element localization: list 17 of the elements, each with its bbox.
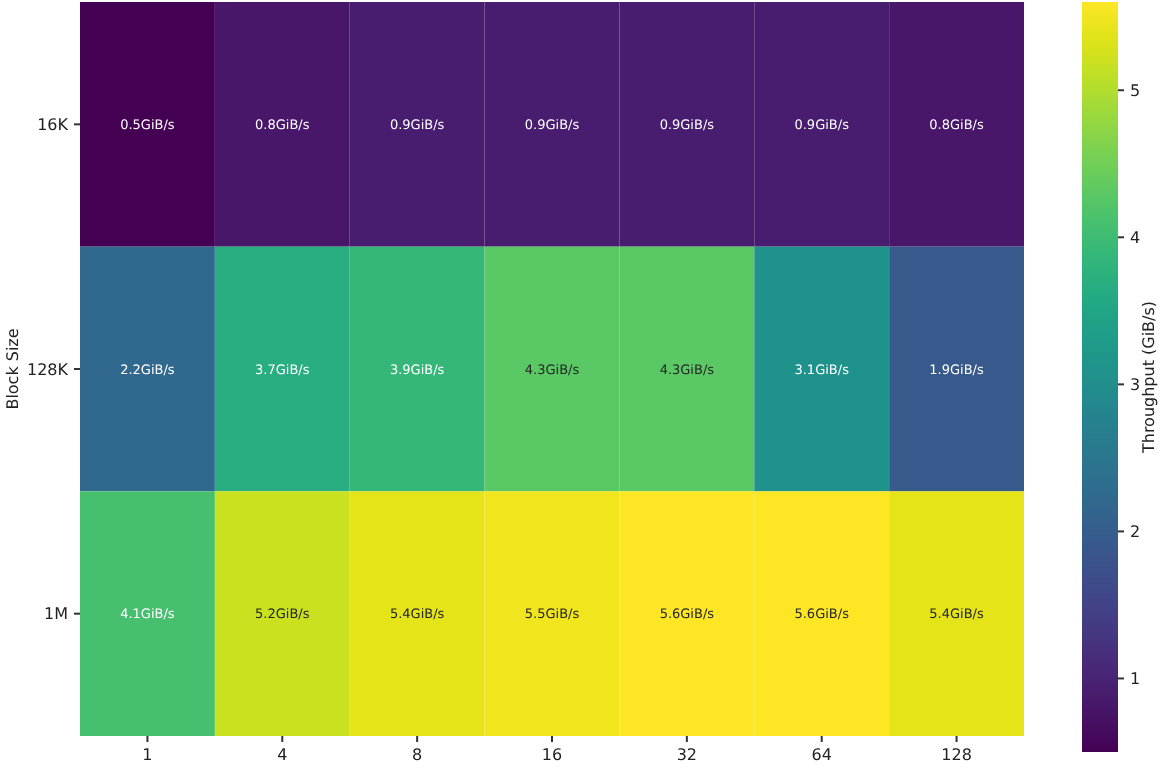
x-tick-label: 8 bbox=[412, 746, 423, 764]
color-bar-label: 4 bbox=[1130, 228, 1141, 247]
color-bar-label: 3 bbox=[1130, 375, 1141, 394]
color-bar-label: 2 bbox=[1130, 523, 1141, 542]
x-tick-label: 4 bbox=[277, 746, 288, 764]
x-tick-label: 64 bbox=[811, 746, 832, 764]
x-tick-label: 1 bbox=[142, 746, 153, 764]
color-bar-title: Throughput (GiB/s) bbox=[1140, 300, 1158, 456]
x-tick-label: 32 bbox=[676, 746, 698, 764]
y-tick-label: 128K bbox=[26, 360, 70, 379]
color-bar-label: 5 bbox=[1130, 81, 1141, 100]
x-tick-label: 16 bbox=[541, 746, 563, 764]
y-axis-title: Block Size bbox=[4, 328, 22, 410]
color-bar-label: 1 bbox=[1130, 670, 1141, 689]
y-tick-label: 1M bbox=[44, 605, 69, 624]
y-tick-label: 16K bbox=[37, 115, 70, 134]
x-tick-label: 128 bbox=[941, 746, 972, 764]
